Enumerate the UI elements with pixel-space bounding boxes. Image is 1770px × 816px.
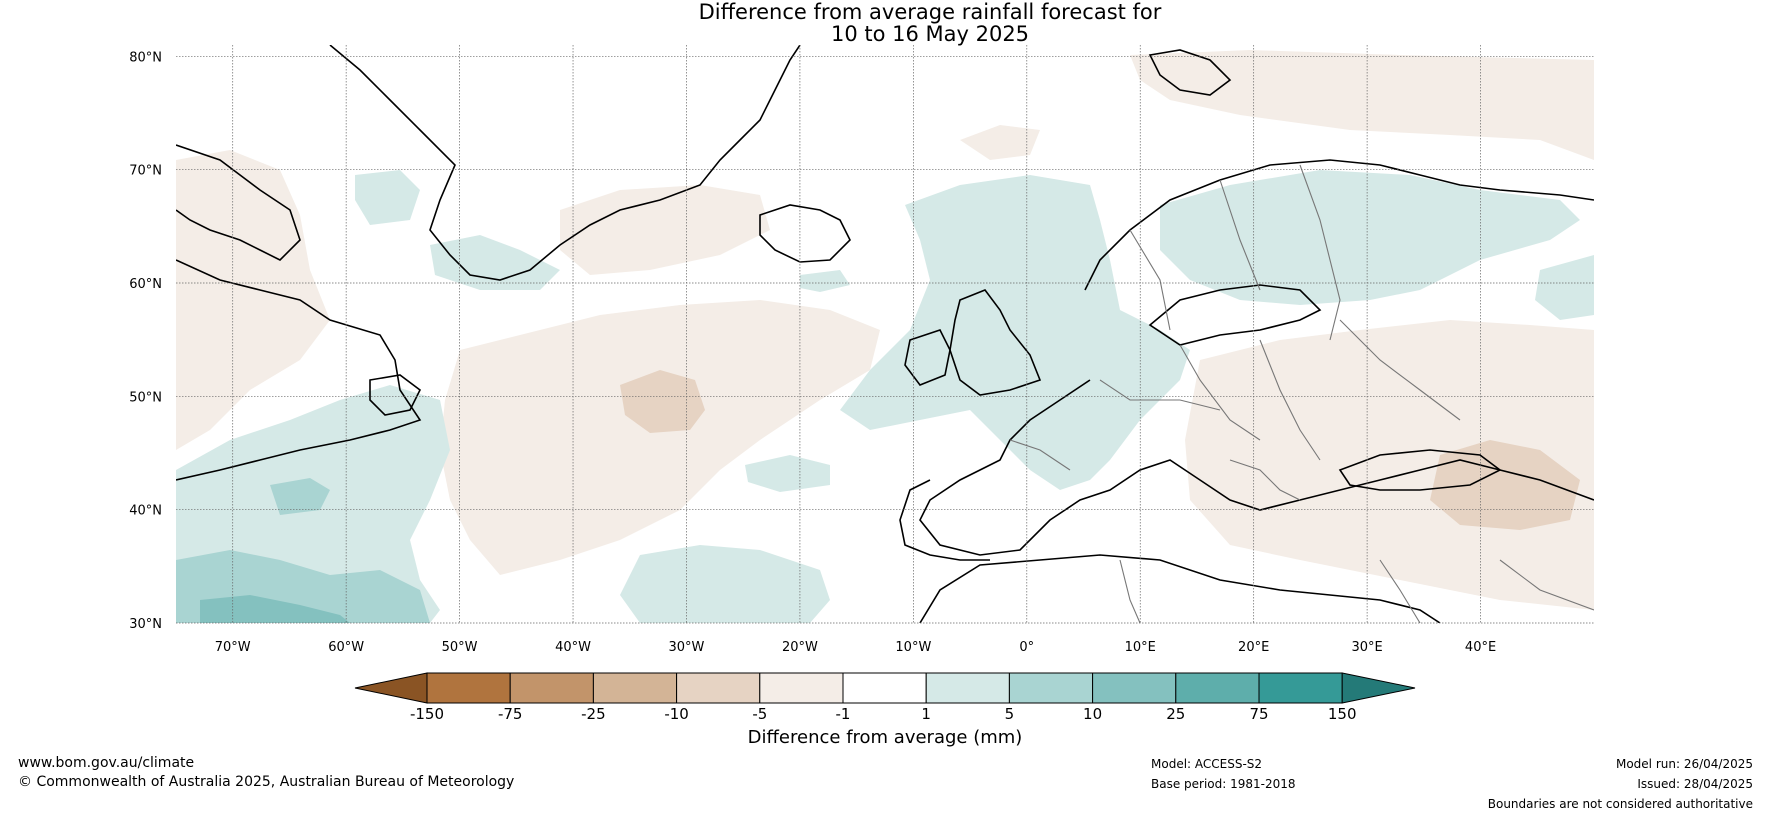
colorbar-tick-label: -1 [836,705,851,723]
anomaly-tan-svalbard-patch [960,125,1040,160]
coast-newfoundland [369,374,422,416]
colorbar: -150 -75 -25 -10 -5 -1 1 5 10 25 75 150 [354,672,1416,723]
border-3 [1299,164,1341,341]
colorbar-label: Difference from average (mm) [747,727,1023,748]
colorbar-swatch [1175,672,1260,704]
colorbar-tick-label: -5 [752,705,767,723]
lon-tick-label: 30°E [1351,640,1382,655]
colorbar-tick-label: 150 [1328,705,1357,723]
border-5 [1179,344,1261,441]
colorbar-tick-label: 5 [1005,705,1015,723]
colorbar-tick-label: 25 [1166,705,1185,723]
model-text: Model: ACCESS-S2 [1151,757,1263,771]
coast-svalbard [1148,49,1232,96]
map-title-line-1: Difference from average rainfall forecas… [698,0,1162,24]
colorbar-tick-label: 75 [1249,705,1268,723]
anomaly-teal-north-sea [840,175,1190,490]
border-9 [1009,439,1071,471]
disclaimer-text: Boundaries are not considered authoritat… [1487,797,1753,811]
colorbar-swatch [759,672,844,704]
website-link[interactable]: www.bom.gov.au/climate [18,755,195,771]
border-6 [1259,339,1321,461]
border-10 [1379,559,1421,623]
lon-tick-label: 10°E [1125,640,1156,655]
anomaly-medium-tan-atlantic [620,370,705,433]
border-8 [1229,459,1301,501]
anomaly-tan-greenland-sea [560,185,770,275]
coast-baffin [176,144,301,261]
lat-tick-label: 50°N [129,390,162,405]
colorbar-swatch [592,672,678,704]
anomaly-dark-teal-patch [200,595,350,623]
colorbar-tick-label: -10 [664,705,689,723]
coast-europe-west [919,379,1594,556]
lat-tick-label: 40°N [129,504,162,519]
coast-labrador [176,259,422,481]
map-title-line-2: 10 to 16 May 2025 [830,22,1030,46]
colorbar-tick-label: 10 [1083,705,1102,723]
lon-tick-label: 0° [1019,640,1034,655]
base-period-text: Base period: 1981-2018 [1151,777,1296,791]
colorbar-tick-label: 1 [921,705,931,723]
colorbar-extend-high [1341,672,1416,704]
anomaly-layer [176,50,1594,623]
coast-ireland [904,329,951,386]
model-run-text: Model run: 26/04/2025 [1615,757,1753,771]
coast-black-sea [1338,449,1502,491]
colorbar-swatch [842,672,927,704]
lat-tick-label: 80°N [129,50,162,65]
anomaly-teal-west-greenland [355,170,420,225]
colorbar-swatch [676,672,761,704]
lat-tick-label: 30°N [129,617,162,632]
anomaly-teal-scandinavia [1160,170,1580,305]
lon-tick-label: 50°W [442,640,478,655]
anomaly-tan-central-atlantic [440,300,880,575]
colorbar-swatch [426,672,511,704]
anomaly-teal-denmark-strait [430,235,560,290]
issued-text: Issued: 28/04/2025 [1637,777,1753,791]
border-7 [1339,319,1461,421]
axis-tick-labels: 80°N 70°N 60°N 50°N 40°N 30°N 70°W 60°W 50°W 40°W… [129,50,1496,655]
copyright-text: © Commonwealth of Australia 2025, Austra… [18,774,515,790]
colorbar-swatch [509,672,594,704]
colorbar-swatch [1258,672,1343,704]
country-borders [1009,164,1594,623]
lon-tick-label: 30°W [669,640,705,655]
colorbar-tick-label: -75 [498,705,523,723]
anomaly-teal-subtropical [620,545,830,623]
colorbar-swatch [1008,672,1094,704]
lon-tick-label: 20°E [1238,640,1269,655]
anomaly-tan-labrador [176,150,330,450]
coast-iceland [759,204,851,263]
lon-tick-label: 60°W [328,640,364,655]
anomaly-teal-russia-east [1535,255,1594,320]
anomaly-teal-iberia-coast [745,455,830,492]
colorbar-tick-label: -25 [581,705,606,723]
coast-iberia [899,479,990,561]
anomaly-tan-east-europe [1185,320,1594,610]
lon-tick-label: 20°W [782,640,818,655]
lon-tick-label: 70°W [215,640,251,655]
coast-baltic [1148,284,1322,346]
border-12 [1499,559,1594,611]
coast-greenland [329,45,801,281]
lat-tick-label: 70°N [129,164,162,179]
colorbar-extend-low [354,672,428,704]
border-11 [1119,559,1141,623]
coast-uk [949,289,1042,396]
lat-tick-label: 60°N [129,277,162,292]
colorbar-swatch [1092,672,1177,704]
colorbar-tick-label: -150 [410,705,444,723]
border-4 [1099,379,1221,411]
lon-tick-label: 40°E [1465,640,1496,655]
graticule [176,45,1594,624]
anomaly-medium-teal-patch [270,478,330,515]
colorbar-swatch [925,672,1010,704]
lon-tick-label: 40°W [555,640,591,655]
coast-africa [919,554,1441,623]
anomaly-tan-arctic [1130,50,1594,160]
lon-tick-label: 10°W [895,640,931,655]
anomaly-teal-iceland-east [800,270,850,292]
